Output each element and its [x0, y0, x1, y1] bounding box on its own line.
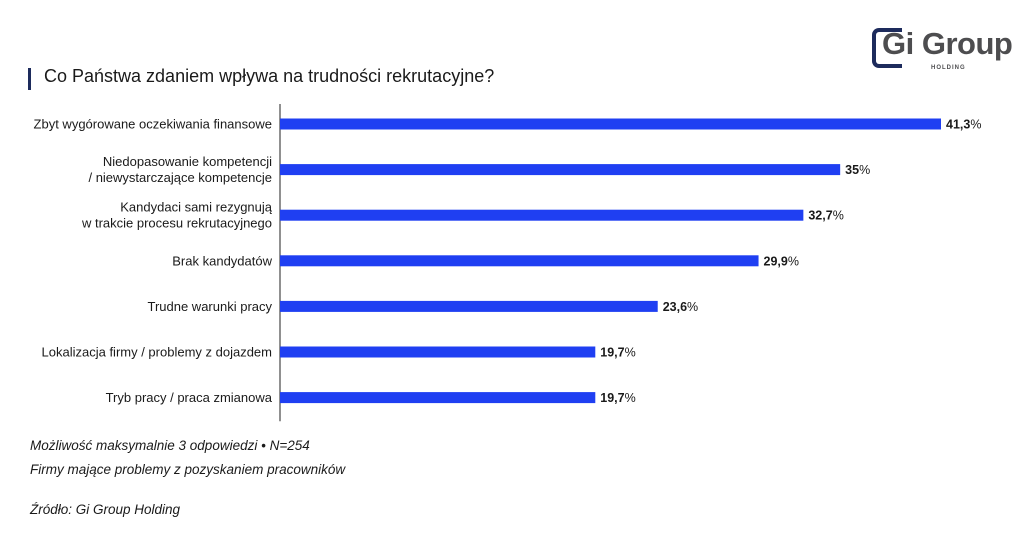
value-number-5: 19,7 [600, 346, 624, 360]
footnote-responses: Możliwość maksymalnie 3 odpowiedzi • N=2… [30, 438, 310, 453]
value-label-1: 35% [845, 163, 870, 177]
category-label-6: Tryb pracy / praca zmianowa [106, 390, 273, 405]
value-number-1: 35 [845, 163, 859, 177]
value-label-0: 41,3% [946, 118, 981, 132]
value-unit-5: % [625, 346, 636, 360]
bar-1 [280, 164, 841, 176]
value-unit-0: % [970, 118, 981, 132]
value-unit-6: % [625, 391, 636, 405]
title-accent-bar [28, 68, 31, 90]
value-label-4: 23,6% [663, 300, 698, 314]
bar-0 [280, 118, 941, 130]
category-label-4: Trudne warunki pracy [147, 299, 272, 314]
value-label-3: 29,9% [764, 254, 799, 268]
bar-2 [280, 209, 804, 221]
value-label-6: 19,7% [600, 391, 635, 405]
value-unit-2: % [833, 209, 844, 223]
gi-group-logo: Gi Group HOLDING [872, 26, 1013, 76]
category-label-2-line-0: Kandydaci sami rezygnują [120, 200, 273, 215]
category-label-1-line-1: / niewystarczające kompetencje [88, 170, 272, 185]
category-label-3: Brak kandydatów [172, 253, 272, 268]
value-number-6: 19,7 [600, 391, 624, 405]
bar-6 [280, 392, 596, 404]
value-number-2: 32,7 [808, 209, 832, 223]
value-unit-3: % [788, 254, 799, 268]
category-label-5: Lokalizacja firmy / problemy z dojazdem [42, 345, 272, 360]
bar-3 [280, 255, 759, 267]
category-label-1-line-0: Niedopasowanie kompetencji [103, 154, 272, 169]
footnote-population: Firmy mające problemy z pozyskaniem prac… [30, 462, 346, 477]
value-unit-4: % [687, 300, 698, 314]
logo-name: Gi Group [882, 26, 1013, 61]
bar-5 [280, 346, 596, 358]
category-label-0: Zbyt wygórowane oczekiwania finansowe [34, 117, 272, 132]
value-number-4: 23,6 [663, 300, 687, 314]
logo-subtitle: HOLDING [931, 65, 966, 71]
value-label-2: 32,7% [808, 209, 843, 223]
value-label-5: 19,7% [600, 346, 635, 360]
value-unit-1: % [859, 163, 870, 177]
logo-frame-icon [872, 28, 902, 68]
footnote-source: Źródło: Gi Group Holding [30, 502, 181, 517]
chart-title: Co Państwa zdaniem wpływa na trudności r… [44, 66, 495, 86]
category-label-2-line-1: w trakcie procesu rekrutacyjnego [81, 216, 272, 231]
bar-4 [280, 300, 658, 312]
value-number-3: 29,9 [764, 254, 788, 268]
value-number-0: 41,3 [946, 118, 970, 132]
